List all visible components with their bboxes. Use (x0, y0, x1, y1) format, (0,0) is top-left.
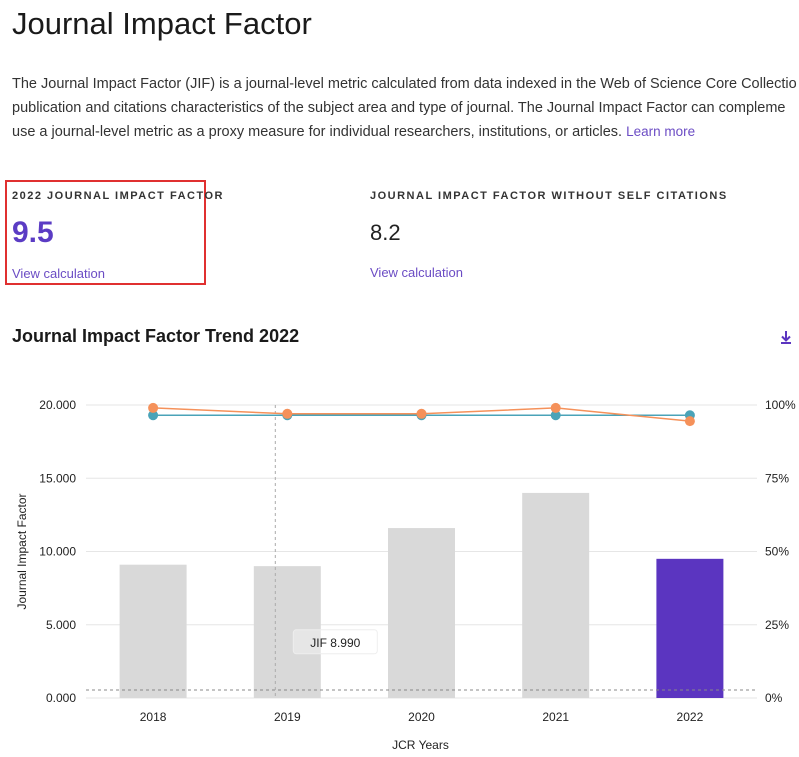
jif-trend-chart: 0.000 5.000 10.000 15.000 20.000 0% 25% 50% 75% 1… (15, 398, 796, 752)
jif-without-self-citations-label: JOURNAL IMPACT FACTOR WITHOUT SELF CITAT… (370, 190, 728, 202)
line-point (282, 408, 293, 419)
jif-description: The Journal Impact Factor (JIF) is a jou… (12, 72, 799, 144)
y-tick-label: 5.000 (46, 618, 76, 632)
x-tick-label: 2021 (542, 710, 569, 724)
jif-without-self-citations-value: 8.2 (370, 220, 401, 245)
jif-view-calculation-link[interactable]: View calculation (12, 266, 105, 281)
bar-2022 (656, 558, 724, 698)
line-point (148, 410, 159, 421)
y-tick-label: 10.000 (39, 545, 76, 559)
y2-tick-label: 100% (765, 398, 796, 412)
y2-tick-label: 75% (765, 471, 789, 485)
description-line: publication and citations characteristic… (12, 100, 786, 116)
y2-tick-label: 50% (765, 545, 789, 559)
learn-more-link[interactable]: Learn more (626, 124, 696, 139)
bar-2019 (253, 566, 321, 698)
jif-label: 2022 JOURNAL IMPACT FACTOR (12, 190, 224, 202)
hover-tooltip (292, 629, 378, 655)
x-tick-label: 2019 (274, 710, 301, 724)
line-point (684, 416, 695, 427)
page-title: Journal Impact Factor (12, 6, 312, 41)
hover-tooltip-label: JIF 8.990 (310, 636, 360, 650)
y2-tick-label: 25% (765, 618, 789, 632)
x-axis-label: JCR Years (392, 738, 449, 752)
x-tick-label: 2020 (408, 710, 435, 724)
line-point (550, 402, 561, 413)
y2-tick-label: 0% (765, 691, 783, 705)
bar-2020 (388, 528, 455, 698)
x-tick-label: 2018 (140, 710, 167, 724)
line-point (416, 408, 427, 419)
y-axis-label: Journal Impact Factor (15, 493, 29, 609)
bar-2021 (522, 492, 590, 698)
description-line: The Journal Impact Factor (JIF) is a jou… (12, 76, 797, 92)
y-tick-label: 20.000 (39, 398, 76, 412)
y-tick-label: 15.000 (39, 471, 76, 485)
jif-value: 9.5 (12, 216, 54, 249)
description-line: use a journal-level metric as a proxy me… (12, 124, 696, 140)
y-tick-label: 0.000 (46, 691, 76, 705)
jif-without-self-citations-view-calculation-link[interactable]: View calculation (370, 265, 463, 280)
line-point (550, 410, 561, 421)
download-icon[interactable] (776, 328, 796, 348)
trend-chart-title: Journal Impact Factor Trend 2022 (12, 326, 300, 346)
line-point (148, 402, 159, 413)
x-tick-label: 2022 (677, 710, 704, 724)
bar-2018 (119, 564, 187, 698)
jif-metric-card: 2022 JOURNAL IMPACT FACTOR 9.5 View calc… (5, 180, 222, 285)
